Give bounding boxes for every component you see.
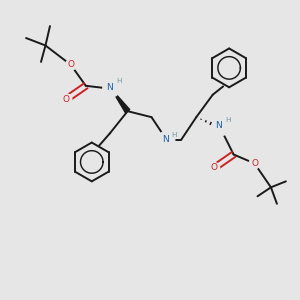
Text: O: O — [251, 159, 258, 168]
Text: O: O — [63, 95, 70, 104]
Polygon shape — [111, 89, 130, 113]
Text: N: N — [216, 121, 222, 130]
Text: N: N — [106, 83, 113, 92]
Circle shape — [61, 94, 72, 105]
Text: H: H — [171, 132, 177, 138]
Text: O: O — [211, 164, 218, 172]
Circle shape — [103, 80, 119, 97]
Text: O: O — [68, 60, 74, 69]
Circle shape — [65, 59, 76, 70]
Text: H: H — [225, 117, 231, 123]
Circle shape — [209, 163, 220, 173]
Circle shape — [158, 131, 175, 148]
Text: H: H — [116, 78, 122, 84]
Circle shape — [212, 119, 229, 136]
Circle shape — [249, 158, 260, 169]
Text: N: N — [162, 135, 169, 144]
